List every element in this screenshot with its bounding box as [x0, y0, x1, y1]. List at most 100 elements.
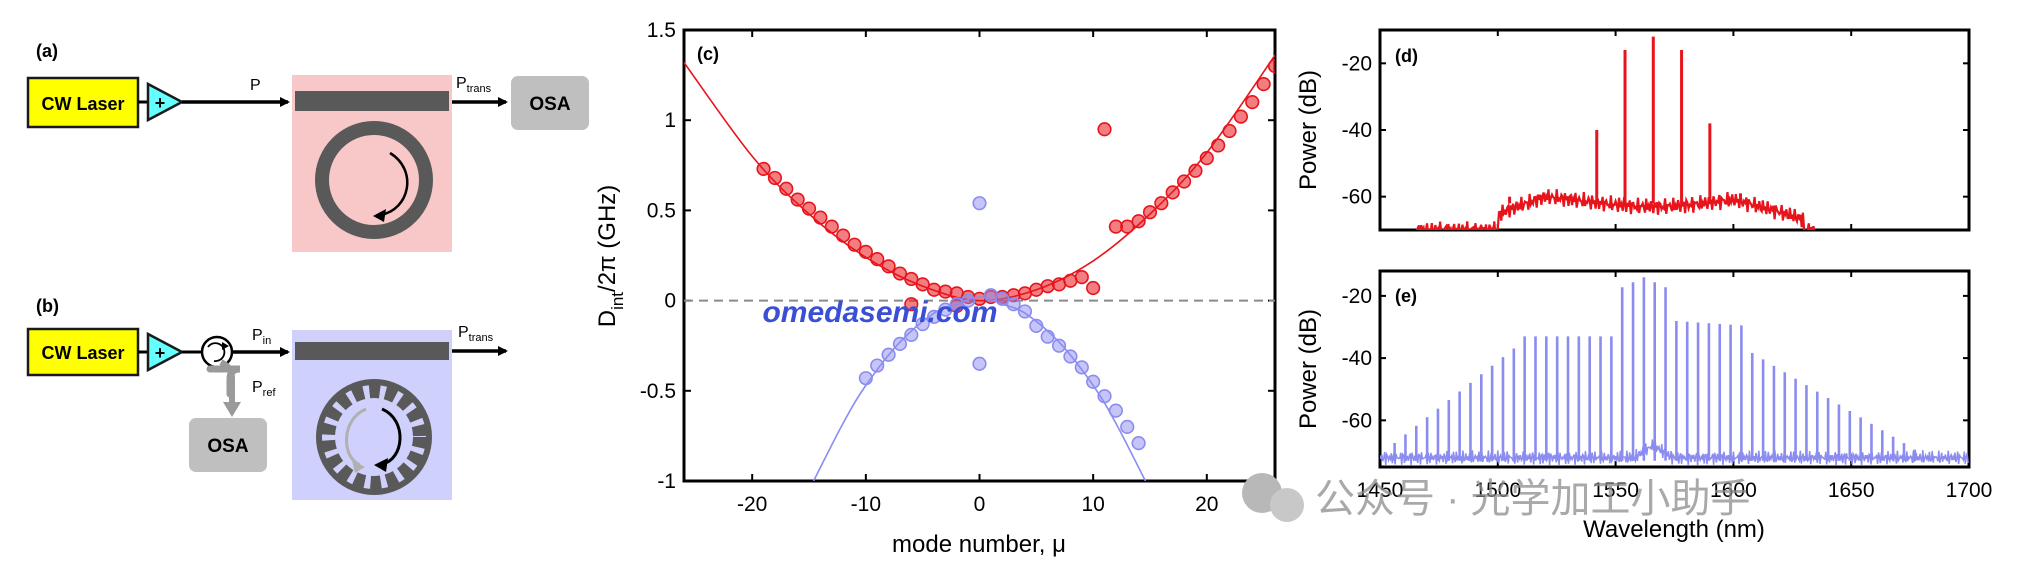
chart-c-point-blue: [1108, 403, 1123, 418]
chart-c-ytick-label: -0.5: [640, 380, 676, 403]
chart-c-xtick-label: 20: [1195, 493, 1218, 516]
chart-c-ylabel-sub: int: [608, 292, 627, 310]
panel-b: (b) CW Laser + Pin Pref OSA Ptrans: [26, 296, 508, 500]
chart-e-xtick-label: 1450: [1357, 479, 1404, 502]
chart-c-point-red: [813, 210, 828, 225]
chart-e-xtick-label: 1550: [1592, 479, 1639, 502]
chart-c-point-red: [870, 252, 885, 267]
chart-c-point-blue: [1131, 436, 1146, 451]
ring-resonator-a: [315, 121, 433, 239]
circulator-icon: [200, 335, 234, 369]
chart-c-point-blue: [1097, 389, 1112, 404]
amplifier-icon-b: [146, 331, 185, 373]
chart-c-point-red: [858, 244, 873, 259]
osa-label-a: OSA: [529, 94, 570, 115]
chart-e-ytick-label: -20: [1342, 285, 1372, 308]
chart-c-point-blue: [1040, 329, 1055, 344]
chart-e-xtick-label: 1650: [1828, 479, 1875, 502]
ring-arrowhead-a: [373, 209, 386, 222]
panel-b-tag: (b): [36, 296, 59, 316]
chart-c-point-blue: [1063, 349, 1078, 364]
chart-e-xtick-label: 1700: [1946, 479, 1993, 502]
chart-c-point-blue: [858, 371, 873, 386]
svg-text:Pref: Pref: [252, 379, 276, 399]
chart-c-point-blue: [1074, 360, 1089, 375]
label-pin-sub: in: [263, 335, 272, 347]
chart-c-point-red: [767, 170, 783, 186]
bus-waveguide-a: [295, 91, 449, 111]
svg-text:Pin: Pin: [252, 327, 271, 347]
chart-e-ytick-label: -40: [1342, 347, 1372, 370]
chart-e-ylabel: Power (dB): [1295, 309, 1322, 429]
chart-c-point-red: [824, 219, 839, 234]
chart-c-point-blue: [972, 356, 987, 371]
wechat-watermark: 公众号 · 光学加工小助手: [1242, 473, 1751, 522]
chart-c-xtick-label: 10: [1081, 493, 1104, 516]
chart-c-point-red: [1040, 279, 1055, 294]
chart-c-point-blue: [892, 336, 908, 351]
label-pin: P: [252, 327, 263, 344]
chart-c-ylabel-main: D: [594, 310, 621, 327]
chart-c-point-blue: [870, 358, 885, 373]
bus-waveguide-b: [295, 342, 449, 360]
chart-e-ytick-label: -60: [1342, 409, 1372, 432]
panel-a-tag: (a): [36, 41, 58, 61]
chart-c-ytick-label: 1: [664, 109, 676, 132]
chart-c-frame: [682, 28, 1277, 483]
chart-c-point-red: [1176, 174, 1192, 189]
chart-c-ytick-label: 0.5: [647, 199, 676, 222]
chart-c-xlabel: mode number, μ: [892, 531, 1066, 558]
chart-e-xtick-label: 1500: [1474, 479, 1521, 502]
chart-c-point-red: [801, 201, 817, 216]
chart-c-point-red: [915, 277, 930, 292]
laser-label: CW Laser: [41, 94, 124, 114]
chart-c-ylabel-rest: /2π (GHz): [594, 185, 621, 292]
svg-text:Ptrans: Ptrans: [458, 324, 494, 344]
chart-c-ytick-label: 0: [664, 290, 676, 313]
label-ptrans-sub-a: trans: [467, 83, 492, 95]
chart-e: (e) Power (dB) Wavelength (nm) 1450 1500 1…: [1295, 269, 1993, 543]
chart-c-point-blue: [915, 316, 930, 332]
label-pref: P: [252, 379, 263, 396]
chart-c-point-red: [1222, 123, 1237, 139]
chart-d-ylabel: Power (dB): [1295, 70, 1322, 190]
chart-c-point-blue: [972, 196, 987, 211]
panel-a: (a) CW Laser + P Ptrans OSA: [26, 41, 589, 252]
chart-c-xtick-label: 0: [974, 493, 986, 516]
label-ptrans-sub-b: trans: [469, 332, 494, 344]
chart-c-point-blue: [1029, 318, 1044, 333]
chart-e-tag: (e): [1395, 286, 1417, 306]
chart-c-point-red: [1199, 150, 1214, 166]
chart-c: (c) mode number, μ Dint/2π (GHz) -20 -10 0…: [594, 19, 1277, 558]
amplifier-icon: [146, 81, 185, 123]
chart-e-xtick-label: 1600: [1710, 479, 1757, 502]
chart-c-plot-area: [684, 54, 1275, 481]
chart-c-point-red: [847, 237, 862, 252]
chart-d: (d) Power (dB) -60 -40 -20: [1295, 28, 1971, 232]
chart-c-point-red: [1233, 109, 1249, 124]
chart-c-point-blue: [881, 347, 896, 362]
chart-c-point-red: [1245, 95, 1260, 110]
laser-label-b: CW Laser: [41, 343, 124, 363]
chart-c-point-red: [1267, 58, 1275, 74]
osa-box-a: [511, 76, 589, 130]
reflection-arrow: [206, 365, 241, 398]
chart-d-ytick-label: -20: [1342, 52, 1372, 75]
chart-d-spectrum-trace: [1415, 189, 1816, 230]
chart-c-point-blue: [1120, 419, 1135, 434]
chart-e-noise-floor: [1380, 439, 1969, 466]
chart-e-xlabel: Wavelength (nm): [1583, 516, 1765, 543]
chart-c-point-blue: [926, 309, 942, 324]
laser-box: [26, 76, 140, 129]
chart-c-point-red: [1188, 163, 1203, 178]
amplifier-symbol: +: [155, 93, 166, 113]
photonic-crystal-ring: [317, 380, 431, 494]
chart-c-point-red: [836, 228, 851, 243]
chart-c-point-red: [1097, 122, 1112, 137]
chart-c-point-blue: [1006, 297, 1021, 312]
label-p: P: [250, 77, 261, 94]
label-pref-sub: ref: [263, 387, 277, 399]
chart-c-point-red: [1256, 77, 1271, 92]
chart-c-point-red: [779, 181, 794, 196]
